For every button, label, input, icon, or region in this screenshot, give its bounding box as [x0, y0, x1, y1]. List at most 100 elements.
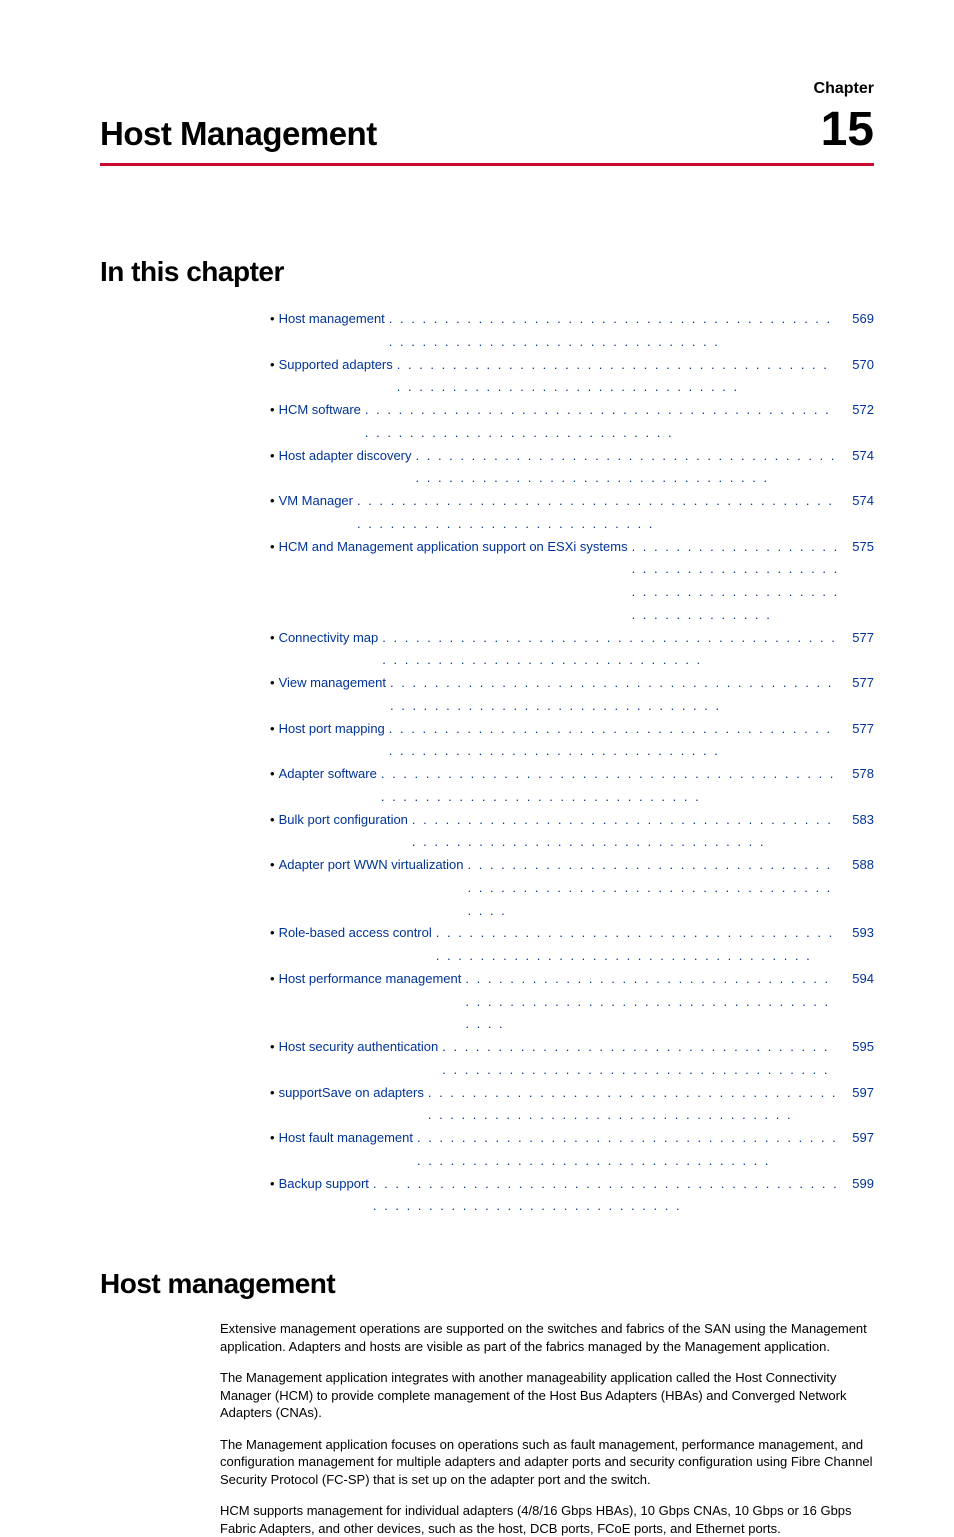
toc-page-number: 597	[844, 1082, 874, 1105]
toc-label: Host performance management	[279, 968, 462, 991]
toc-label: Host adapter discovery	[279, 445, 412, 468]
toc-page-number: 572	[844, 399, 874, 422]
toc-leader-dots	[397, 354, 840, 400]
toc-item[interactable]: •HCM and Management application support …	[270, 536, 874, 627]
toc-leader-dots	[412, 809, 840, 855]
toc-page-number: 594	[844, 968, 874, 991]
bullet-icon: •	[270, 1127, 275, 1150]
toc-page-number: 577	[844, 718, 874, 741]
section-host-management: Host management	[100, 1268, 874, 1300]
toc-label: Connectivity map	[279, 627, 379, 650]
section-in-this-chapter: In this chapter	[100, 256, 874, 288]
toc-item[interactable]: •Bulk port configuration 583	[270, 809, 874, 855]
paragraph: Extensive management operations are supp…	[220, 1320, 874, 1355]
bullet-icon: •	[270, 445, 275, 468]
toc-page-number: 595	[844, 1036, 874, 1059]
toc-label: View management	[279, 672, 386, 695]
bullet-icon: •	[270, 809, 275, 832]
table-of-contents: •Host management569•Supported adapters57…	[270, 308, 874, 1218]
chapter-title-row: Host Management 15	[100, 102, 874, 157]
toc-item[interactable]: •Adapter software 578	[270, 763, 874, 809]
toc-label: Bulk port configuration	[279, 809, 408, 832]
bullet-icon: •	[270, 399, 275, 422]
bullet-icon: •	[270, 922, 275, 945]
toc-label: supportSave on adapters	[279, 1082, 424, 1105]
chapter-title: Host Management	[100, 115, 377, 153]
toc-label: Role-based access control	[279, 922, 432, 945]
toc-leader-dots	[417, 1127, 840, 1173]
toc-leader-dots	[390, 672, 840, 718]
toc-label: HCM and Management application support o…	[279, 536, 628, 559]
toc-page-number: 575	[844, 536, 874, 559]
toc-item[interactable]: •Host adapter discovery 574	[270, 445, 874, 491]
toc-label: VM Manager	[279, 490, 353, 513]
toc-page-number: 577	[844, 627, 874, 650]
toc-label: Adapter software	[279, 763, 377, 786]
toc-label: Supported adapters	[279, 354, 393, 377]
bullet-icon: •	[270, 968, 275, 991]
toc-label: Host port mapping	[279, 718, 385, 741]
bullet-icon: •	[270, 672, 275, 695]
toc-item[interactable]: •Connectivity map 577	[270, 627, 874, 673]
bullet-icon: •	[270, 354, 275, 377]
bullet-icon: •	[270, 1036, 275, 1059]
toc-leader-dots	[465, 968, 840, 1036]
toc-page-number: 583	[844, 809, 874, 832]
toc-leader-dots	[389, 308, 840, 354]
toc-page-number: 570	[844, 354, 874, 377]
toc-item[interactable]: •Supported adapters 570	[270, 354, 874, 400]
toc-page-number: 588	[844, 854, 874, 877]
bullet-icon: •	[270, 308, 275, 331]
toc-label: HCM software	[279, 399, 361, 422]
toc-page-number: 599	[844, 1173, 874, 1196]
toc-leader-dots	[436, 922, 840, 968]
chapter-header: Chapter	[100, 80, 874, 98]
toc-item[interactable]: •Host management569	[270, 308, 874, 354]
chapter-rule	[100, 163, 874, 166]
toc-leader-dots	[373, 1173, 840, 1219]
bullet-icon: •	[270, 490, 275, 513]
bullet-icon: •	[270, 718, 275, 741]
chapter-label: Chapter	[814, 80, 874, 97]
bullet-icon: •	[270, 627, 275, 650]
toc-item[interactable]: •supportSave on adapters597	[270, 1082, 874, 1128]
paragraph: The Management application integrates wi…	[220, 1369, 874, 1422]
toc-item[interactable]: •Host performance management 594	[270, 968, 874, 1036]
bullet-icon: •	[270, 536, 275, 559]
toc-item[interactable]: •VM Manager 574	[270, 490, 874, 536]
toc-leader-dots	[357, 490, 840, 536]
toc-leader-dots	[416, 445, 840, 491]
toc-leader-dots	[428, 1082, 840, 1128]
toc-leader-dots	[468, 854, 840, 922]
bullet-icon: •	[270, 763, 275, 786]
toc-page-number: 574	[844, 490, 874, 513]
toc-item[interactable]: •Host port mapping 577	[270, 718, 874, 764]
toc-item[interactable]: •Backup support 599	[270, 1173, 874, 1219]
toc-item[interactable]: •Adapter port WWN virtualization 588	[270, 854, 874, 922]
toc-page-number: 577	[844, 672, 874, 695]
toc-item[interactable]: •Host security authentication595	[270, 1036, 874, 1082]
toc-label: Backup support	[279, 1173, 369, 1196]
chapter-number: 15	[821, 102, 874, 157]
toc-item[interactable]: •View management 577	[270, 672, 874, 718]
body-text: Extensive management operations are supp…	[220, 1320, 874, 1537]
toc-page-number: 574	[844, 445, 874, 468]
toc-leader-dots	[381, 763, 840, 809]
toc-leader-dots	[632, 536, 840, 627]
toc-item[interactable]: •Host fault management 597	[270, 1127, 874, 1173]
toc-leader-dots	[442, 1036, 840, 1082]
toc-label: Adapter port WWN virtualization	[279, 854, 464, 877]
toc-page-number: 597	[844, 1127, 874, 1150]
toc-label: Host management	[279, 308, 385, 331]
toc-item[interactable]: •HCM software 572	[270, 399, 874, 445]
paragraph: The Management application focuses on op…	[220, 1436, 874, 1489]
bullet-icon: •	[270, 1173, 275, 1196]
toc-leader-dots	[389, 718, 840, 764]
toc-page-number: 578	[844, 763, 874, 786]
bullet-icon: •	[270, 854, 275, 877]
toc-page-number: 593	[844, 922, 874, 945]
toc-leader-dots	[382, 627, 840, 673]
paragraph: HCM supports management for individual a…	[220, 1502, 874, 1537]
toc-item[interactable]: •Role-based access control 593	[270, 922, 874, 968]
toc-label: Host fault management	[279, 1127, 413, 1150]
